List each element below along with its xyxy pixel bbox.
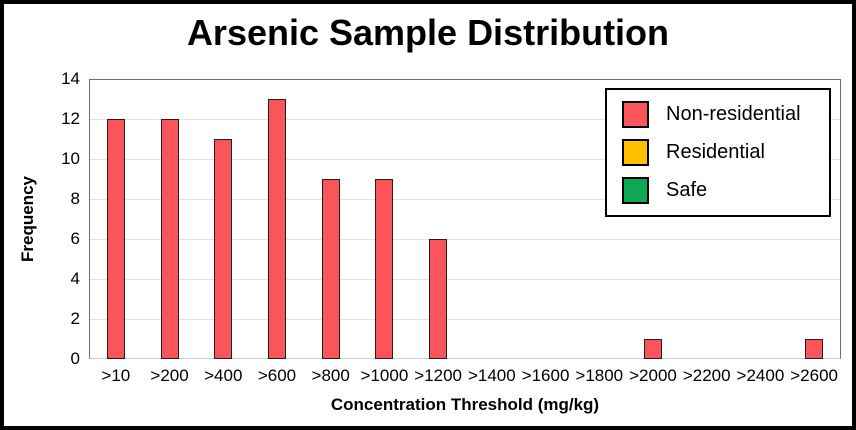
- bar: [106, 119, 125, 359]
- legend-swatch: [622, 139, 649, 166]
- gridline: [90, 319, 840, 320]
- x-tick-label: >2600: [790, 366, 838, 385]
- bar: [214, 139, 233, 359]
- y-tick-label: 2: [70, 309, 80, 328]
- legend-item: Non-residential: [622, 101, 829, 128]
- y-tick-label: 6: [70, 229, 80, 248]
- gridline: [90, 239, 840, 240]
- x-tick-label: >1400: [467, 366, 516, 385]
- bar: [160, 119, 179, 359]
- y-tick-label: 4: [70, 269, 80, 288]
- legend-label: Non-residential: [666, 103, 801, 125]
- bar: [805, 339, 824, 359]
- bar: [375, 179, 394, 359]
- x-tick-label: >2000: [629, 366, 677, 385]
- x-tick-label: >1200: [414, 366, 462, 385]
- x-axis-title: Concentration Threshold (mg/kg): [330, 395, 600, 414]
- y-tick-label: 0: [70, 349, 80, 368]
- x-tick-label: >1800: [575, 366, 624, 385]
- gridline: [90, 279, 840, 280]
- bar: [268, 99, 286, 359]
- y-tick-label: 12: [61, 109, 80, 128]
- x-tick-label: >2400: [736, 366, 785, 385]
- legend-swatch: [622, 177, 649, 204]
- y-tick-label: 14: [61, 69, 80, 88]
- x-tick-label: >2200: [682, 366, 731, 385]
- x-tick-label: >600: [257, 366, 297, 385]
- chart-title: Arsenic Sample Distribution: [186, 12, 670, 53]
- gridline: [90, 199, 840, 200]
- legend-label: Residential: [666, 141, 765, 163]
- legend-item: Safe: [622, 177, 829, 204]
- x-tick-label: >1600: [521, 366, 570, 385]
- gridline: [90, 119, 840, 120]
- legend-swatch: [622, 101, 649, 128]
- bar: [429, 239, 448, 359]
- y-tick-label: 8: [70, 189, 80, 208]
- x-tick-label: >400: [204, 366, 243, 385]
- legend-item: Residential: [622, 139, 829, 166]
- bar: [321, 179, 340, 359]
- legend: Non-residential Residential Safe: [605, 88, 831, 217]
- gridline: [90, 159, 840, 160]
- bar: [644, 339, 662, 359]
- legend-label: Safe: [666, 179, 708, 201]
- x-tick-label: >800: [311, 366, 350, 385]
- x-tick-label: >10: [101, 366, 131, 385]
- x-tick-label: >1000: [360, 366, 409, 385]
- y-tick-label: 10: [61, 149, 80, 168]
- x-tick-label: >200: [150, 366, 189, 385]
